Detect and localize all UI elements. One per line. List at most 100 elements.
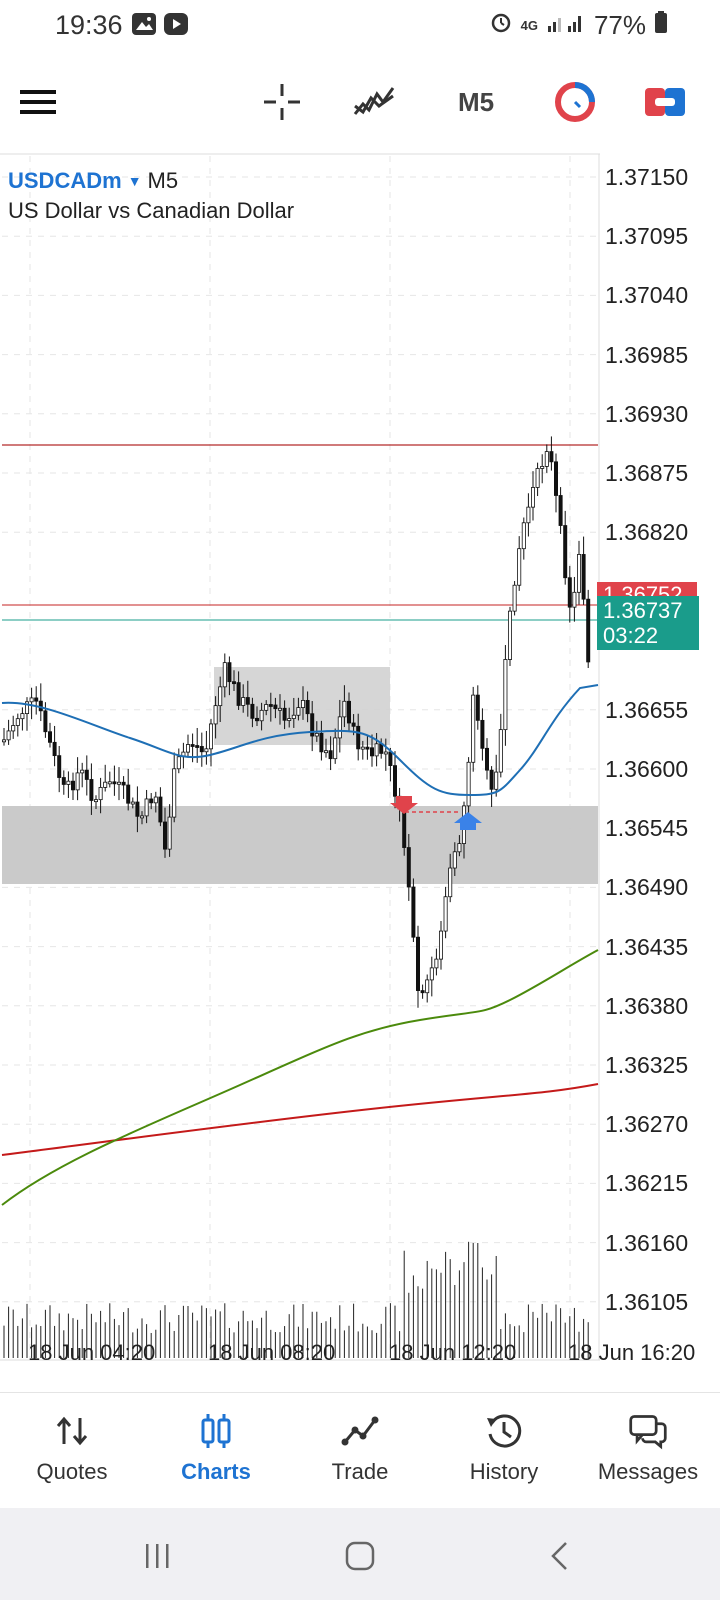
- price-chart[interactable]: [0, 0, 720, 1392]
- bid-price-tag: 1.36737 03:22: [597, 596, 699, 650]
- nav-quotes[interactable]: Quotes: [0, 1393, 144, 1508]
- nav-history[interactable]: History: [432, 1393, 576, 1508]
- network-type: 4G: [520, 18, 538, 33]
- candle-body: [135, 801, 140, 817]
- nav-messages[interactable]: Messages: [576, 1393, 720, 1508]
- candle-body: [489, 769, 494, 790]
- candle-body: [71, 780, 76, 791]
- candle-body: [342, 700, 347, 718]
- candle-body: [75, 772, 80, 791]
- candle-body: [351, 722, 356, 727]
- candle-body: [29, 697, 34, 703]
- candle-body: [310, 713, 315, 737]
- candle-body: [2, 739, 7, 743]
- price-axis-label: 1.37150: [605, 164, 689, 190]
- candle-body: [107, 781, 112, 785]
- candle-body: [227, 662, 232, 683]
- home-icon[interactable]: [340, 1536, 380, 1576]
- candle-body: [236, 682, 241, 706]
- candle-body: [277, 707, 282, 711]
- timeframe-selector[interactable]: M5: [446, 78, 506, 126]
- trade-icon: [340, 1411, 380, 1451]
- candle-body: [48, 731, 53, 743]
- candle-body: [254, 717, 259, 722]
- candle-body: [241, 697, 246, 706]
- candle-body: [6, 730, 11, 741]
- candle-body: [475, 694, 480, 721]
- candle-body: [466, 761, 471, 807]
- status-system-icons: 4G 77%: [489, 10, 668, 41]
- sell-arrow-icon[interactable]: [390, 796, 418, 814]
- symbol-timeframe: M5: [147, 168, 179, 193]
- buy-arrow-icon[interactable]: [454, 812, 482, 830]
- candle-body: [531, 487, 536, 508]
- candle-body: [507, 610, 512, 660]
- candle-body: [512, 584, 517, 612]
- candle-body: [558, 495, 563, 526]
- candle-body: [411, 886, 416, 938]
- price-axis-label: 1.36545: [605, 815, 689, 842]
- candle-body: [162, 821, 167, 850]
- candle-body: [231, 681, 236, 685]
- candle-body: [176, 756, 181, 770]
- candle-body: [521, 522, 526, 550]
- candle-body: [89, 779, 94, 801]
- nav-label: History: [469, 1459, 539, 1484]
- candle-body: [126, 784, 131, 804]
- menu-icon[interactable]: [18, 78, 58, 126]
- nav-trade[interactable]: Trade: [288, 1393, 432, 1508]
- candle-body: [415, 936, 420, 991]
- symbol-name[interactable]: USDCADm: [8, 168, 122, 193]
- moving-average-fast: [1, 684, 599, 797]
- candle-body: [34, 697, 39, 702]
- crosshair-icon[interactable]: [258, 78, 306, 126]
- candle-body: [144, 798, 149, 817]
- moving-average-mid: [1, 949, 599, 1206]
- candle-body: [434, 958, 439, 969]
- candle-body: [218, 686, 223, 707]
- candle-body: [94, 799, 99, 803]
- candle-body: [195, 745, 200, 748]
- candle-body: [319, 732, 324, 753]
- candle-body: [526, 506, 531, 524]
- candle-body: [130, 801, 135, 805]
- candle-body: [121, 781, 126, 786]
- candle-body: [259, 709, 264, 722]
- candle-body: [250, 703, 255, 719]
- candle-body: [540, 466, 545, 469]
- one-click-trading-icon[interactable]: [552, 78, 598, 126]
- candle-body: [291, 714, 296, 719]
- nav-charts[interactable]: Charts: [144, 1393, 288, 1508]
- recent-apps-icon[interactable]: [138, 1536, 178, 1576]
- messages-icon: [628, 1411, 668, 1451]
- candle-body: [581, 554, 586, 600]
- candle-body: [264, 704, 269, 711]
- candle-body: [112, 781, 117, 785]
- candle-body: [103, 781, 108, 788]
- price-axis-label: 1.36435: [605, 933, 689, 960]
- bottom-navigation: Quotes Charts Trade History Messages: [0, 1392, 720, 1508]
- candle-body: [374, 743, 379, 757]
- price-axis-label: 1.36655: [605, 696, 689, 723]
- candle-body: [448, 867, 453, 898]
- candle-body: [406, 847, 411, 888]
- price-axis-label: 1.37040: [605, 282, 689, 309]
- trade-toggle-icon[interactable]: [644, 78, 686, 126]
- candle-body: [480, 719, 485, 749]
- status-bar: 19:36 4G 77%: [0, 0, 720, 52]
- candle-body: [554, 461, 559, 496]
- price-axis-label: 1.36380: [605, 992, 689, 1019]
- candle-body: [80, 769, 85, 774]
- back-icon[interactable]: [540, 1536, 580, 1576]
- indicators-icon[interactable]: [350, 78, 398, 126]
- candle-body: [563, 525, 568, 579]
- chevron-down-icon[interactable]: ▼: [127, 173, 142, 189]
- candle-body: [213, 705, 218, 725]
- candle-body: [471, 694, 476, 763]
- time-label: 18 Jun 12:20: [389, 1340, 517, 1365]
- candle-body: [167, 816, 172, 850]
- candle-body: [383, 751, 388, 755]
- price-axis-label: 1.36875: [605, 460, 689, 486]
- candle-body: [544, 451, 549, 467]
- candle-body: [586, 598, 591, 663]
